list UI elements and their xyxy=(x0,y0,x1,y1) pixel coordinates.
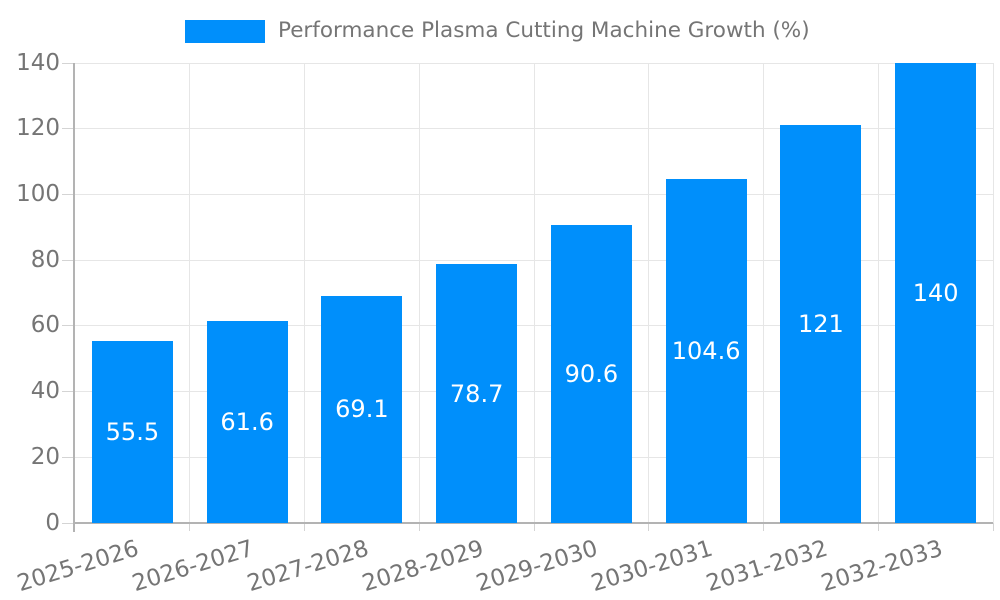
y-axis-tick xyxy=(62,259,75,261)
y-axis-tick-label: 60 xyxy=(30,312,60,339)
x-axis-tick xyxy=(304,523,305,531)
bar-value-label: 140 xyxy=(912,279,959,307)
x-gridline xyxy=(992,63,994,523)
x-axis-tick xyxy=(877,523,879,531)
bar-2030-2031[interactable] xyxy=(665,179,747,523)
x-gridline xyxy=(877,63,879,523)
bar-value-label: 104.6 xyxy=(671,337,741,366)
y-axis-tick xyxy=(62,391,75,393)
bar-2025-2026[interactable] xyxy=(91,340,173,523)
x-axis-tick xyxy=(189,523,191,531)
x-axis-tick xyxy=(763,523,764,531)
y-axis-tick xyxy=(62,456,75,458)
legend-label[interactable]: Performance Plasma Cutting Machine Growt… xyxy=(278,18,810,43)
bar-2026-2027[interactable] xyxy=(206,320,288,523)
bar-value-label: 61.6 xyxy=(220,407,274,436)
bar-2028-2029[interactable] xyxy=(436,264,518,523)
bar-2032-2033[interactable] xyxy=(895,63,977,523)
bar-value-label: 78.7 xyxy=(449,379,504,408)
y-axis-tick-label: 80 xyxy=(30,246,60,273)
x-axis-tick xyxy=(648,523,650,531)
x-gridline xyxy=(189,63,191,523)
y-axis-tick xyxy=(62,325,75,327)
bar-value-label: 69.1 xyxy=(335,395,389,424)
y-axis-tick xyxy=(62,522,75,524)
y-axis-tick-label: 0 xyxy=(45,509,60,536)
x-gridline xyxy=(304,63,305,523)
bar-2031-2032[interactable] xyxy=(780,125,862,523)
bar-value-label: 55.5 xyxy=(105,417,160,446)
chart-legend: Performance Plasma Cutting Machine Growt… xyxy=(0,0,1000,50)
y-axis-tick-label: 120 xyxy=(16,115,60,142)
x-gridline xyxy=(648,63,650,523)
y-axis-tick-label: 20 xyxy=(30,443,60,470)
x-gridline xyxy=(533,63,535,523)
x-axis-tick xyxy=(418,523,420,531)
legend-swatch[interactable] xyxy=(185,20,265,43)
y-axis-tick xyxy=(62,128,75,130)
x-gridline xyxy=(418,63,420,523)
x-gridline xyxy=(763,63,764,523)
bar-2027-2028[interactable] xyxy=(321,295,403,523)
y-axis-tick xyxy=(62,193,75,195)
y-axis-tick-label: 40 xyxy=(30,378,60,405)
x-axis-tick xyxy=(533,523,535,531)
x-axis-line xyxy=(73,522,993,524)
y-axis-tick-label: 100 xyxy=(16,180,60,207)
y-axis-line xyxy=(73,63,75,532)
x-axis-tick xyxy=(992,523,994,531)
bar-value-label: 90.6 xyxy=(564,360,619,389)
y-axis-tick-label: 140 xyxy=(16,49,60,76)
bar-value-label: 121 xyxy=(797,310,844,339)
y-axis-tick xyxy=(62,62,75,64)
bar-2029-2030[interactable] xyxy=(550,225,632,523)
